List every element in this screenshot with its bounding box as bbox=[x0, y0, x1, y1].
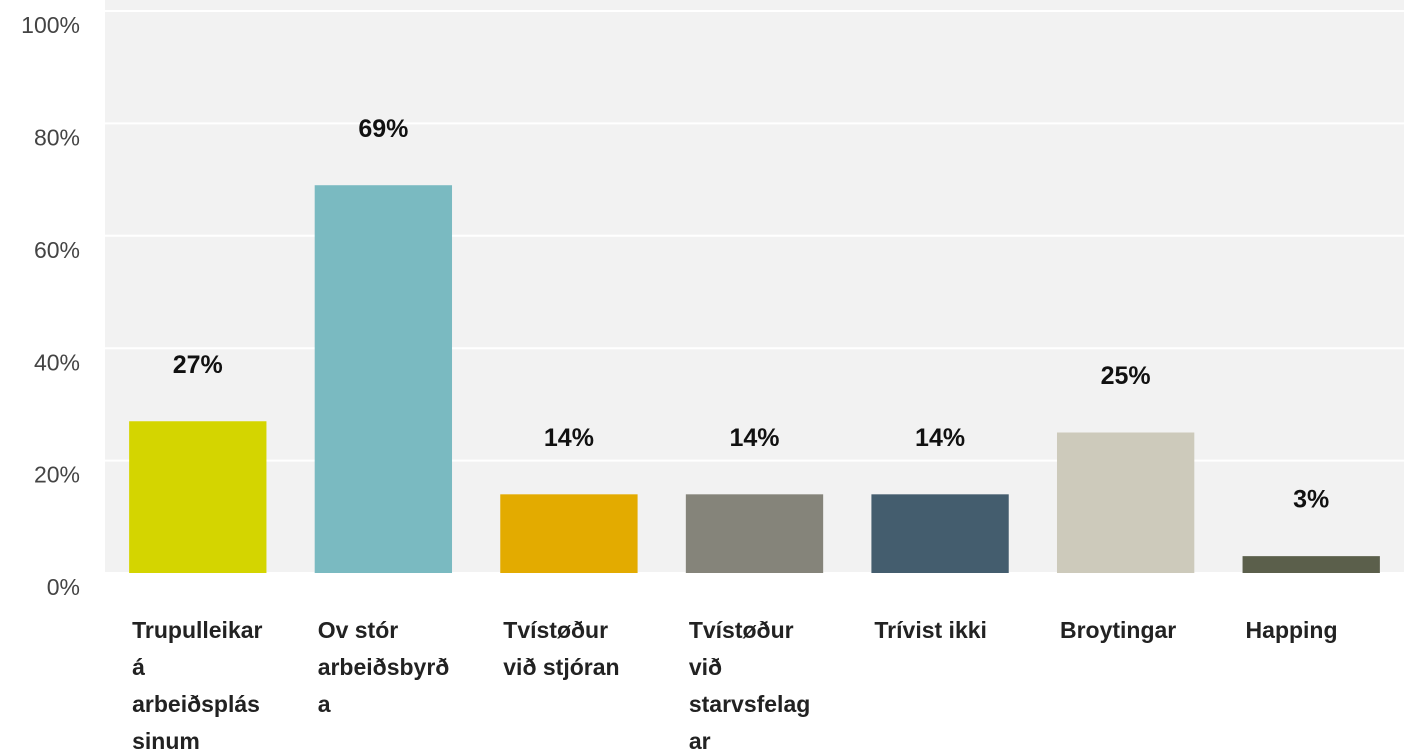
bar bbox=[500, 494, 638, 573]
data-label: 27% bbox=[173, 351, 223, 379]
x-tick-label: Trupulleikar á arbeiðsplássinum bbox=[132, 617, 263, 754]
plot-background bbox=[105, 0, 1404, 573]
y-tick-label: 20% bbox=[34, 462, 80, 488]
x-tick-label: Happing bbox=[1245, 617, 1338, 643]
data-label: 25% bbox=[1101, 362, 1151, 390]
bar bbox=[685, 494, 824, 573]
x-tick-label: Tvístøður við stjóran bbox=[503, 617, 620, 680]
data-label: 14% bbox=[729, 424, 779, 452]
x-tick-label: Tvístøður við starvsfelagar bbox=[688, 617, 811, 754]
y-tick-label: 40% bbox=[34, 349, 80, 375]
data-label: 69% bbox=[358, 115, 408, 143]
x-tick-label: Broytingar bbox=[1059, 617, 1177, 643]
bar bbox=[871, 494, 1009, 573]
y-tick-label: 60% bbox=[34, 237, 80, 263]
data-label: 3% bbox=[1293, 486, 1329, 514]
bar bbox=[129, 421, 267, 573]
y-tick-label: 100% bbox=[21, 12, 80, 38]
data-label: 14% bbox=[915, 424, 965, 452]
bar bbox=[314, 185, 453, 573]
y-tick-label: 80% bbox=[34, 124, 80, 150]
x-tick-label: Trívist ikki bbox=[874, 617, 987, 643]
data-label: 14% bbox=[544, 424, 594, 452]
bar bbox=[1242, 556, 1380, 573]
x-tick-label: Ov stór arbeiðsbyrða bbox=[317, 617, 450, 717]
y-tick-label: 0% bbox=[47, 574, 80, 600]
bar bbox=[1056, 432, 1195, 573]
